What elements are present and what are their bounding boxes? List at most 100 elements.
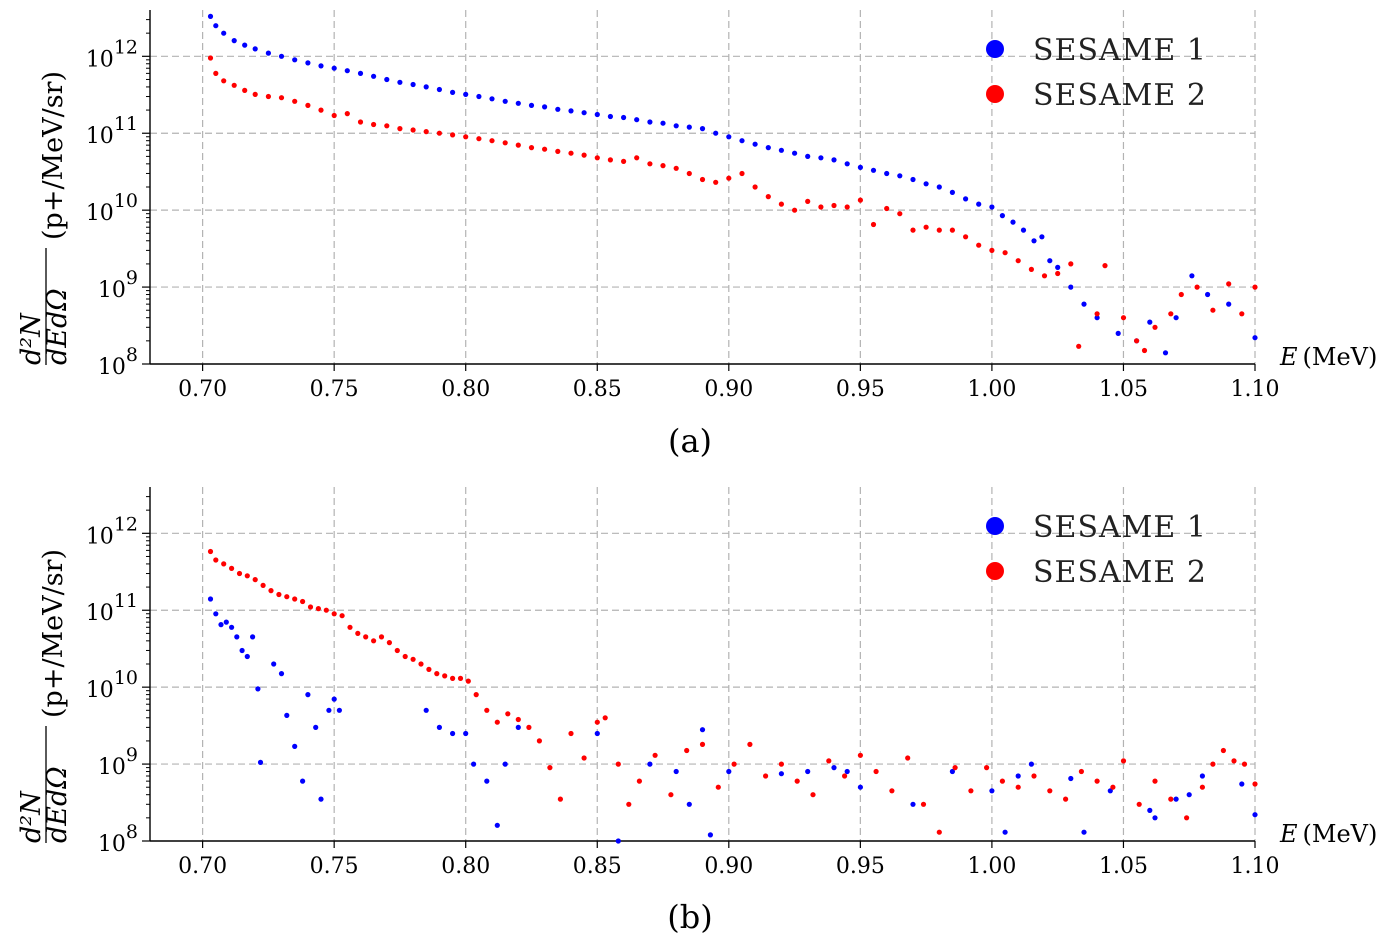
legend-a: SESAME 1 SESAME 2 [986,33,1207,113]
x-tick-label: 0.95 [836,854,885,879]
data-point [607,113,614,120]
legend-marker [986,517,1004,535]
data-point [1020,227,1027,233]
data-point [936,227,942,233]
data-point [1173,796,1179,802]
data-point [1239,311,1245,317]
data-point [371,638,377,644]
data-point [244,653,250,660]
data-point [244,573,250,579]
data-point [594,730,600,737]
data-point [1205,291,1211,298]
data-point [300,598,306,605]
data-point [726,134,732,140]
data-point [999,778,1006,784]
panel-b: 0.70 0.75 0.80 0.85 0.90 0.95 1.00 1.05 1.10 101… [16,487,1377,936]
data-point [1239,781,1245,787]
data-point [726,175,732,181]
data-point [1152,324,1158,330]
data-point [223,619,229,625]
data-point [221,561,227,567]
data-point [963,234,969,240]
data-point [1031,238,1037,244]
series-2 [207,55,1258,354]
y-tick-label: 109 [98,267,138,303]
y-tick-label: 1010 [86,667,138,703]
x-tick-label: 0.80 [441,854,490,879]
legend-label: SESAME 2 [1033,78,1207,113]
data-point [347,624,353,630]
svg-text:dEdΩ: dEdΩ [42,288,73,365]
data-point [471,761,477,767]
data-point [515,724,521,731]
y-ticks-a: 1012 1011 1010 109 108 [86,36,150,380]
data-point [647,119,653,125]
data-point [271,661,277,667]
data-point [989,788,995,794]
data-point [278,95,285,101]
data-point [357,70,364,76]
data-point [673,123,679,129]
data-point [713,130,719,136]
caption-b: (b) [667,898,712,936]
grid-a [150,10,1256,364]
data-point [634,155,640,161]
data-point [699,126,706,132]
data-point [257,759,264,766]
data-point [581,152,587,158]
x-tick-label: 0.90 [704,854,753,879]
x-ticks-a: 0.70 0.75 0.80 0.85 0.90 0.95 1.00 1.05 1.10 [178,364,1279,402]
data-point [792,150,798,156]
data-point [1094,778,1100,784]
data-point [923,224,929,230]
data-point [292,98,298,104]
svg-text:(p+/MeV/sr): (p+/MeV/sr) [38,71,69,240]
data-point [1226,301,1232,307]
y-axis-label-a: d²N dEdΩ (p+/MeV/sr) [16,71,73,365]
data-point [778,147,785,153]
data-point [818,155,824,161]
data-point [636,778,643,784]
data-point [1081,829,1087,835]
data-point [699,727,706,733]
data-point [581,755,587,761]
data-point [910,176,916,183]
data-point [1173,315,1179,321]
data-point [229,624,235,630]
y-axis-label-b: d²N dEdΩ (p+/MeV/sr) [16,549,73,843]
data-point [426,666,432,673]
data-point [1102,263,1108,269]
data-point [276,591,282,598]
x-tick-label: 0.80 [441,377,490,402]
data-point [870,167,877,173]
data-point [1184,815,1190,821]
data-point [581,110,587,116]
data-point [607,157,614,163]
y-label-num: d²N [16,312,47,365]
data-point [305,102,311,108]
data-point [384,123,390,129]
data-point [1134,338,1140,344]
data-point [668,792,674,798]
data-point [502,140,508,146]
data-point [536,738,543,744]
data-point [844,204,850,210]
data-point [378,634,385,640]
data-point [305,692,311,698]
data-point [873,768,879,775]
data-point [1141,347,1148,354]
data-point [621,158,627,164]
x-tick-label: 1.10 [1231,854,1280,879]
data-point [450,675,456,682]
data-point [1199,773,1205,779]
data-point [207,596,214,602]
data-point [763,773,769,779]
data-point [423,84,429,90]
series-b [207,548,1258,844]
data-point [1055,270,1061,277]
data-point [910,801,916,807]
data-point [1152,815,1158,821]
data-point [1010,219,1016,225]
svg-text:d²N: d²N [16,312,47,365]
data-point [673,768,679,775]
